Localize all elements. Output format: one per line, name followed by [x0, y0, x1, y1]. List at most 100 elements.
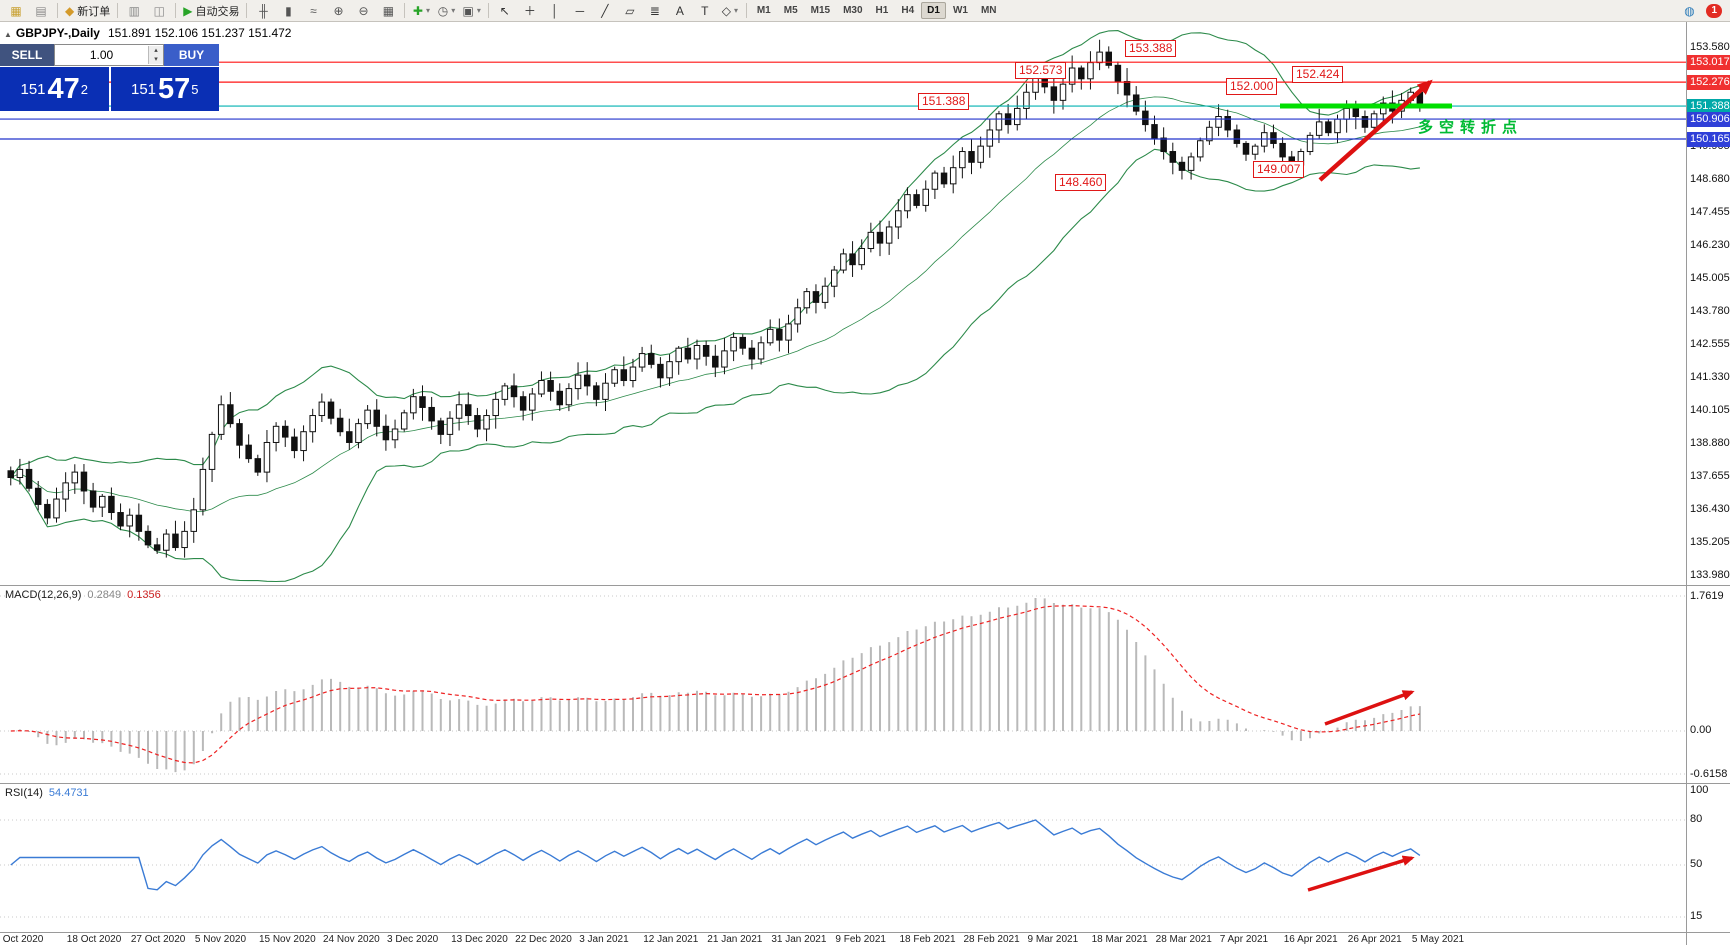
profiles-button[interactable]: ▤ [29, 2, 53, 20]
bid-prefix: 151 [20, 80, 46, 98]
time-axis-label: 22 Dec 2020 [515, 934, 572, 945]
price-axis-label: 143.780 [1690, 305, 1730, 317]
time-axis-label: 31 Jan 2021 [771, 934, 827, 945]
price-callout[interactable]: 148.460 [1055, 174, 1107, 191]
new-order-button-label: 新订单 [77, 5, 111, 18]
volume-value[interactable]: 1.00 [89, 48, 114, 62]
new-chart-button[interactable]: ▦ [4, 2, 28, 20]
shapes-button[interactable]: ◇ ▾ [718, 2, 742, 20]
price-axis-label: 140.105 [1690, 404, 1730, 417]
macd-axis-label: -0.6158 [1690, 768, 1728, 780]
symbol-title: GBPJPY-,Daily [15, 26, 100, 40]
spinner-up-icon[interactable]: ▴ [149, 46, 163, 55]
price-callout[interactable]: 152.000 [1226, 78, 1278, 95]
templates-button[interactable]: ▣ ▾ [459, 2, 483, 20]
auto-trading-button-label: 自动交易 [195, 5, 240, 18]
market-watch-icon: ▥ [128, 3, 140, 18]
spinner-down-icon[interactable]: ▾ [149, 55, 163, 64]
price-callout[interactable]: 151.388 [918, 93, 970, 110]
timeframe-button-m5[interactable]: M5 [783, 5, 798, 16]
volume-input[interactable]: 1.00 ▴ ▾ [54, 44, 164, 66]
line-chart-button[interactable]: ≈ [301, 2, 325, 20]
bid-big-digits: 47 [47, 73, 80, 105]
crosshair-icon: ＋ [523, 4, 536, 18]
cursor-button[interactable]: ↖ [493, 2, 517, 20]
bid-price-panel[interactable]: 151 47 2 [0, 67, 109, 111]
time-axis-label: 7 Apr 2021 [1219, 934, 1269, 945]
text-button[interactable]: A [668, 2, 692, 20]
notification-badge: 1 [1706, 3, 1722, 18]
periods-button[interactable]: ◷ ▾ [434, 2, 458, 20]
candle-chart-button[interactable]: ▮ [276, 2, 300, 20]
time-axis-label: Oct 2020 [2, 934, 44, 945]
data-window-button[interactable]: ◫ [147, 2, 171, 20]
zoom-out-button[interactable]: ⊖ [351, 2, 375, 20]
new-order-button[interactable]: ◆ 新订单 [62, 2, 113, 20]
timeframe-button-m1[interactable]: M1 [756, 5, 771, 16]
hline-button[interactable]: ─ [568, 2, 592, 20]
sell-button[interactable]: SELL [0, 44, 54, 66]
time-axis-label: 27 Oct 2020 [130, 934, 186, 945]
fibo-button[interactable]: ≣ [643, 2, 667, 20]
time-axis-label: 13 Dec 2020 [451, 934, 508, 945]
timeframe-button-mn[interactable]: MN [980, 5, 997, 16]
buy-button[interactable]: BUY [164, 44, 219, 66]
toolbar-separator [404, 3, 406, 18]
indicators-icon: ✚ [412, 3, 423, 18]
price-axis-label: 147.455 [1690, 206, 1730, 218]
toolbar: ▦ ▤ ◆ 新订单 ▥ ◫ ▶ 自动交易 ╫ ▮ ≈ ⊕ ⊖ ▦ ✚ ▾ ◷ ▾ ▣ ▾ ↖ ＋ │ ─ ╱ ▱ ≣ A T ◇ ▾ M1 M5… [0, 0, 1730, 22]
timeframe-button-d1[interactable]: D1 [921, 2, 946, 19]
channel-button[interactable]: ▱ [618, 2, 642, 20]
turning-point-label[interactable]: 多空转折点 [1418, 119, 1524, 136]
price-level-badge: 150.165 [1687, 132, 1730, 147]
fibo-icon: ≣ [649, 3, 660, 18]
macd-axis-label: 0.00 [1690, 724, 1712, 736]
line-chart-icon: ≈ [310, 3, 317, 18]
indicators-button[interactable]: ✚ ▾ [409, 2, 433, 20]
channel-icon: ▱ [625, 3, 635, 18]
price-callout[interactable]: 152.424 [1292, 66, 1344, 83]
price-level-badge: 150.906 [1687, 112, 1730, 128]
price-axis-label: 138.880 [1690, 437, 1730, 450]
price-axis-label: 145.005 [1690, 272, 1730, 284]
ask-pip-digit: 5 [191, 81, 199, 97]
auto-trading-button[interactable]: ▶ 自动交易 [180, 2, 242, 20]
community-icon: ◍ [1684, 3, 1695, 18]
timeframe-button-m30[interactable]: M30 [843, 5, 863, 16]
vline-button[interactable]: │ [543, 2, 567, 20]
zoom-in-icon: ⊕ [333, 3, 344, 18]
time-axis-label: 21 Jan 2021 [707, 934, 763, 945]
toolbar-separator [117, 3, 119, 18]
bid-pip-digit: 2 [80, 81, 89, 97]
collapse-panel-icon[interactable]: ▲ [4, 30, 12, 39]
timeframe-button-m15[interactable]: M15 [810, 5, 831, 16]
macd-indicator-label: MACD(12,26,9) 0.2849 0.1356 [5, 589, 161, 601]
quote-bar: ▲ GBPJPY-,Daily 151.891 152.106 151.237 15… [4, 26, 291, 40]
time-axis-label: 18 Mar 2021 [1091, 934, 1148, 945]
volume-spinner[interactable]: ▴ ▾ [148, 46, 163, 64]
rsi-indicator-label: RSI(14) 54.4731 [5, 787, 89, 799]
auto-trading-icon: ▶ [183, 3, 193, 18]
price-axis-label: 148.680 [1690, 173, 1730, 185]
community-button[interactable]: ◍ [1677, 2, 1701, 20]
timeframe-button-w1[interactable]: W1 [952, 5, 968, 16]
zoom-in-button[interactable]: ⊕ [326, 2, 350, 20]
periods-icon: ◷ [437, 3, 449, 18]
timeframe-button-h4[interactable]: H4 [901, 5, 915, 16]
market-watch-button[interactable]: ▥ [122, 2, 146, 20]
label-button[interactable]: T [693, 2, 717, 20]
templates-icon: ▣ [462, 3, 474, 18]
crosshair-button[interactable]: ＋ [518, 2, 542, 20]
tile-windows-icon: ▦ [382, 3, 395, 18]
timeframe-button-h1[interactable]: H1 [875, 5, 889, 16]
trendline-button[interactable]: ╱ [593, 2, 617, 20]
price-level-badge: 152.276 [1687, 75, 1730, 91]
tile-windows-button[interactable]: ▦ [376, 2, 400, 20]
price-callout[interactable]: 152.573 [1015, 62, 1067, 79]
toolbar-separator [745, 3, 747, 18]
price-callout[interactable]: 149.007 [1253, 161, 1305, 178]
bar-chart-button[interactable]: ╫ [251, 2, 275, 20]
price-axis-label: 137.655 [1690, 470, 1730, 483]
ask-price-panel[interactable]: 151 57 5 [110, 67, 219, 111]
price-callout[interactable]: 153.388 [1125, 40, 1177, 57]
